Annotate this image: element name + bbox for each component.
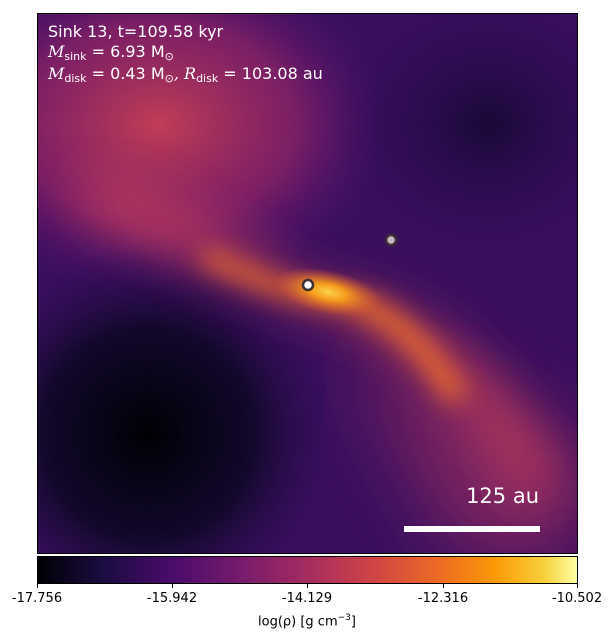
density-image	[38, 14, 577, 553]
mdisk-sub: disk	[64, 72, 87, 85]
title-line: Sink 13, t=109.58 kyr	[48, 22, 224, 41]
colorbar-tick	[443, 583, 444, 588]
scalebar-label: 125 au	[466, 484, 539, 508]
sink-time-label: Sink 13, t=109.58 kyr	[48, 22, 223, 42]
colorbar-tick	[37, 583, 38, 588]
colorbar-tick-label: -14.129	[281, 591, 333, 606]
sink-mass-label: Msink = 6.93 M⊙	[48, 42, 174, 67]
colorbar-tick-label: -17.756	[11, 591, 63, 606]
rdisk-sub: disk	[196, 72, 219, 85]
colorbar-tick	[172, 583, 173, 588]
msink-value: = 6.93 M	[86, 42, 165, 61]
scalebar	[404, 526, 540, 532]
colorbar-tick-label: -15.942	[146, 591, 198, 606]
disk-label: Mdisk = 0.43 M⊙, Rdisk = 103.08 au	[48, 64, 323, 89]
rdisk-value: = 103.08 au	[218, 64, 323, 83]
rdisk-symbol: , R	[173, 64, 197, 83]
colorbar-label-end: ]	[350, 614, 356, 630]
mdisk-symbol: M	[48, 64, 65, 83]
colorbar-tick	[577, 583, 578, 588]
colorbar	[37, 556, 578, 584]
msink-unit: ⊙	[164, 50, 174, 63]
msink-sub: sink	[64, 50, 87, 63]
colorbar-label: log(ρ) [g cm−3]	[258, 613, 356, 629]
colorbar-tick-label: -12.316	[417, 591, 469, 606]
colorbar-tick-label: -10.502	[551, 591, 603, 606]
msink-symbol: M	[48, 42, 65, 61]
mdisk-unit: ⊙	[164, 72, 174, 85]
colorbar-label-main: log(ρ) [g cm	[258, 614, 338, 630]
colorbar-label-exponent: −3	[337, 613, 351, 623]
colorbar-tick	[307, 583, 308, 588]
mdisk-value: = 0.43 M	[86, 64, 165, 83]
density-map: Sink 13, t=109.58 kyr Msink = 6.93 M⊙ Md…	[37, 13, 578, 554]
